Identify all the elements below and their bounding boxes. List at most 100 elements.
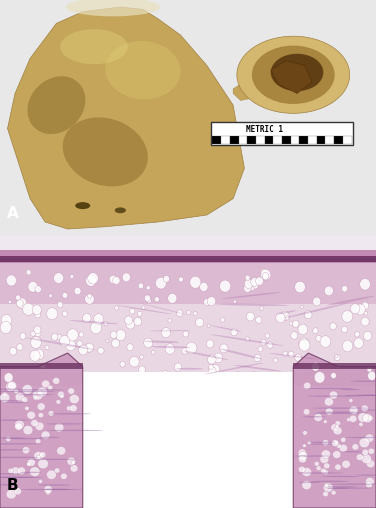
Ellipse shape [37, 387, 47, 397]
Ellipse shape [339, 444, 347, 452]
Ellipse shape [41, 431, 50, 439]
Ellipse shape [295, 354, 302, 361]
Ellipse shape [57, 447, 66, 455]
Ellipse shape [47, 308, 58, 320]
Ellipse shape [260, 306, 263, 310]
Ellipse shape [30, 467, 40, 477]
Ellipse shape [251, 281, 258, 289]
Ellipse shape [0, 437, 26, 438]
Ellipse shape [335, 464, 341, 470]
Ellipse shape [358, 412, 368, 422]
Ellipse shape [363, 331, 372, 340]
Ellipse shape [127, 344, 133, 351]
Ellipse shape [313, 328, 318, 334]
Ellipse shape [53, 377, 60, 384]
Ellipse shape [361, 454, 371, 464]
Ellipse shape [9, 347, 17, 355]
Ellipse shape [356, 409, 376, 411]
Ellipse shape [0, 443, 42, 444]
Ellipse shape [27, 461, 32, 465]
Ellipse shape [47, 470, 56, 480]
Ellipse shape [256, 316, 262, 324]
Ellipse shape [165, 344, 175, 354]
Polygon shape [0, 353, 83, 508]
Ellipse shape [25, 406, 29, 410]
Ellipse shape [200, 282, 208, 292]
Ellipse shape [174, 363, 182, 371]
Ellipse shape [45, 490, 51, 495]
Ellipse shape [303, 409, 310, 415]
Ellipse shape [18, 394, 54, 395]
Ellipse shape [77, 340, 83, 347]
Ellipse shape [347, 418, 351, 422]
Ellipse shape [115, 306, 119, 310]
Ellipse shape [15, 420, 24, 429]
Ellipse shape [179, 277, 183, 282]
Ellipse shape [322, 439, 329, 446]
Ellipse shape [349, 415, 357, 422]
Ellipse shape [15, 423, 23, 430]
Ellipse shape [362, 449, 368, 455]
Ellipse shape [303, 444, 306, 448]
Ellipse shape [47, 385, 53, 390]
Ellipse shape [144, 338, 153, 348]
Ellipse shape [300, 305, 303, 308]
Ellipse shape [327, 488, 348, 489]
Ellipse shape [306, 395, 362, 397]
Ellipse shape [352, 443, 359, 450]
Ellipse shape [186, 342, 197, 354]
Ellipse shape [126, 320, 135, 329]
Ellipse shape [330, 323, 337, 330]
Ellipse shape [34, 349, 44, 360]
Ellipse shape [28, 281, 38, 292]
Bar [230, 136, 238, 144]
Ellipse shape [299, 455, 306, 463]
Ellipse shape [0, 393, 10, 402]
Bar [212, 136, 221, 144]
Ellipse shape [323, 420, 327, 424]
Ellipse shape [299, 338, 309, 350]
Ellipse shape [48, 410, 54, 416]
Ellipse shape [137, 311, 142, 316]
Ellipse shape [58, 302, 63, 308]
Ellipse shape [35, 330, 41, 337]
Bar [256, 136, 265, 144]
Ellipse shape [0, 473, 27, 474]
Ellipse shape [298, 449, 306, 456]
Polygon shape [293, 353, 376, 508]
Ellipse shape [98, 347, 104, 354]
Ellipse shape [14, 488, 21, 495]
Ellipse shape [358, 395, 376, 396]
Ellipse shape [115, 207, 126, 213]
Ellipse shape [177, 310, 183, 316]
Ellipse shape [83, 313, 91, 323]
Ellipse shape [303, 416, 325, 418]
Ellipse shape [183, 331, 188, 337]
Ellipse shape [23, 426, 33, 435]
Ellipse shape [308, 443, 333, 445]
Ellipse shape [349, 399, 353, 402]
Ellipse shape [356, 454, 363, 460]
Ellipse shape [306, 388, 354, 389]
Ellipse shape [303, 431, 307, 435]
Ellipse shape [14, 389, 19, 394]
Ellipse shape [0, 477, 35, 478]
Ellipse shape [209, 364, 220, 375]
Ellipse shape [30, 337, 41, 348]
Ellipse shape [155, 297, 159, 302]
Ellipse shape [104, 321, 108, 326]
Ellipse shape [258, 346, 263, 352]
Ellipse shape [26, 459, 78, 460]
Ellipse shape [211, 326, 241, 332]
Ellipse shape [335, 441, 338, 444]
Ellipse shape [70, 405, 77, 411]
Ellipse shape [0, 477, 43, 478]
Ellipse shape [314, 461, 319, 466]
Ellipse shape [22, 447, 30, 454]
Ellipse shape [0, 484, 18, 486]
Ellipse shape [220, 344, 228, 353]
Ellipse shape [8, 300, 11, 303]
Ellipse shape [285, 316, 289, 320]
Ellipse shape [252, 46, 335, 104]
Ellipse shape [251, 277, 259, 287]
